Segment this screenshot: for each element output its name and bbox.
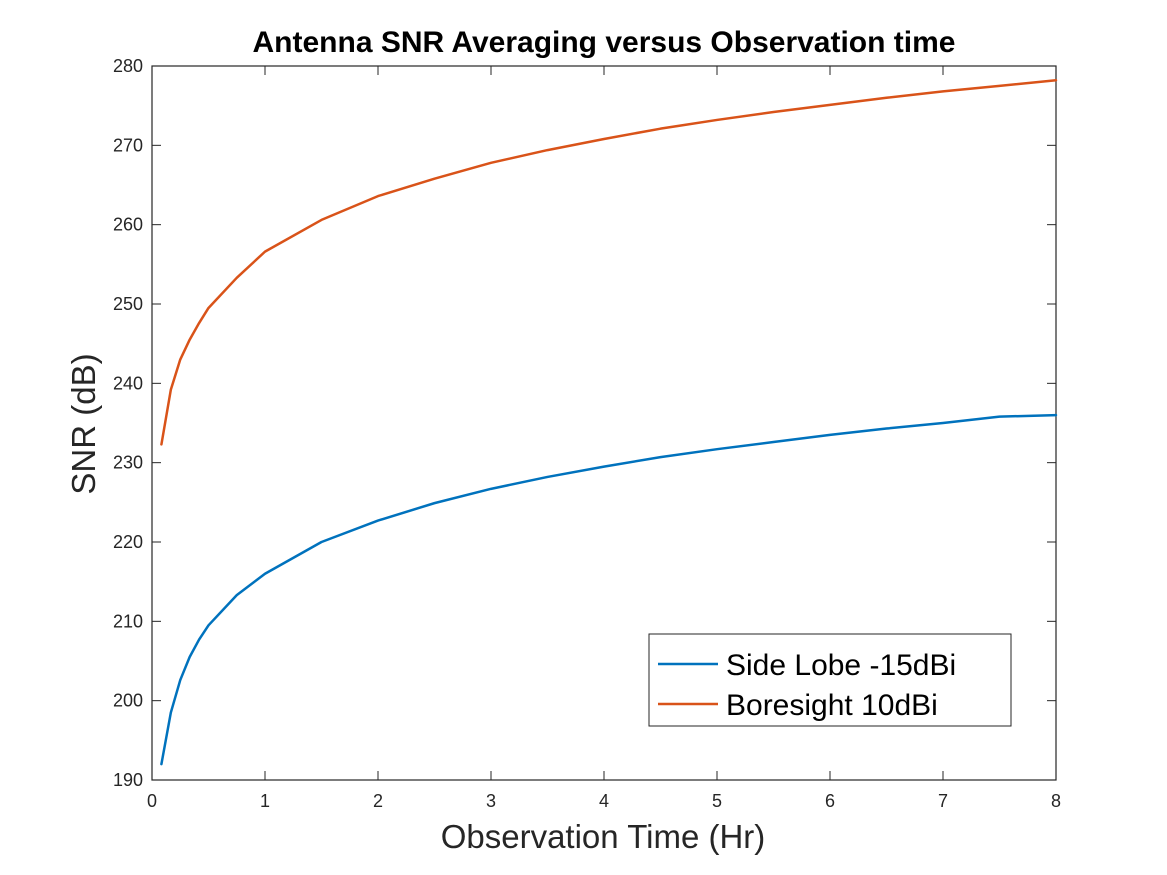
y-tick-label: 230: [113, 453, 143, 473]
x-tick-label: 2: [373, 791, 383, 811]
y-tick-label: 190: [113, 770, 143, 790]
x-tick-label: 3: [486, 791, 496, 811]
y-tick-label: 200: [113, 691, 143, 711]
y-tick-label: 280: [113, 56, 143, 76]
legend: Side Lobe -15dBi Boresight 10dBi: [648, 633, 1012, 727]
y-tick-label: 270: [113, 135, 143, 155]
y-tick-label: 240: [113, 373, 143, 393]
chart-title: Antenna SNR Averaging versus Observation…: [253, 26, 956, 59]
x-tick-label: 8: [1051, 791, 1061, 811]
x-tick-label: 4: [599, 791, 609, 811]
series-line-boresight: [160, 79, 1058, 446]
series-layer: [160, 79, 1058, 766]
x-tick-label: 0: [147, 791, 157, 811]
x-tick-label: 7: [938, 791, 948, 811]
y-tick-label: 260: [113, 215, 143, 235]
x-tick-label: 6: [825, 791, 835, 811]
legend-label-boresight: Boresight 10dBi: [726, 689, 938, 722]
x-tick-label: 1: [260, 791, 270, 811]
x-tick-label: 5: [712, 791, 722, 811]
y-tick-label: 220: [113, 532, 143, 552]
series-line-side-lobe: [160, 413, 1058, 766]
y-tick-label: 250: [113, 294, 143, 314]
y-axis-title: SNR (dB): [65, 353, 102, 494]
y-tick-label: 210: [113, 611, 143, 631]
legend-box: [648, 633, 1012, 727]
legend-label-side-lobe: Side Lobe -15dBi: [726, 649, 956, 682]
x-axis-title: Observation Time (Hr): [441, 818, 766, 855]
